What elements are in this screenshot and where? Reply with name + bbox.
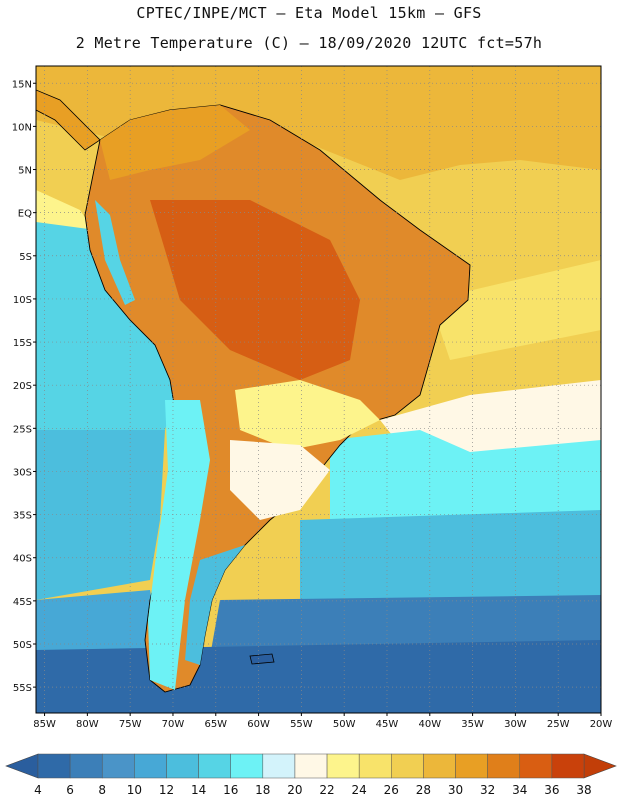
ocean-band-14-west [36, 222, 175, 430]
lat-label: EQ [18, 209, 32, 220]
lon-label: 60W [247, 719, 270, 730]
hot-core-region [150, 200, 360, 380]
colorbar-swatch [487, 753, 521, 779]
lon-label: 30W [504, 719, 527, 730]
colorbar: 4 6 8 10 12 14 16 18 20 22 24 26 28 30 32 34 36 38 [5, 753, 617, 797]
lon-label: 85W [33, 719, 56, 730]
colorbar-swatch [358, 753, 392, 779]
lon-label: 75W [119, 719, 142, 730]
colorbar-swatch [37, 753, 71, 779]
colorbar-swatch [69, 753, 103, 779]
colorbar-label: 6 [66, 783, 74, 797]
map-frame [35, 65, 602, 714]
colorbar-label: 14 [191, 783, 206, 797]
colorbar-swatch [262, 753, 296, 779]
colorbar-label: 24 [352, 783, 367, 797]
patagonia-region [185, 545, 245, 665]
colorbar-label: 4 [34, 783, 42, 797]
lat-label: 5S [19, 252, 32, 263]
lat-label: 15S [13, 338, 32, 349]
colorbar-label: 10 [127, 783, 142, 797]
central-america [36, 89, 101, 151]
colorbar-swatch [166, 753, 199, 779]
colorbar-label: 12 [159, 783, 174, 797]
lon-label: 65W [204, 719, 227, 730]
lat-label: 50S [13, 640, 32, 651]
lat-label: 55S [13, 683, 32, 694]
colorbar-label: 22 [319, 783, 334, 797]
lat-label: 25S [13, 424, 32, 435]
northern-andes-cold [95, 200, 135, 305]
colorbar-label: 38 [576, 783, 591, 797]
lon-label: 35W [461, 719, 484, 730]
colorbar-label: 32 [480, 783, 495, 797]
andes-cold-strip [148, 400, 210, 690]
colorbar-label: 30 [448, 783, 463, 797]
lon-label: 45W [376, 719, 399, 730]
lon-label: 25W [547, 719, 570, 730]
colorbar-swatch [134, 753, 167, 779]
colorbar-swatch [519, 753, 553, 779]
colorbar-swatch [101, 753, 135, 779]
northern-coast-region [100, 105, 250, 180]
longitude-labels: 85W 80W 75W 70W 65W 60W 55W 50W 45W 40W 35W 30W 25W 2… [33, 713, 612, 730]
colorbar-high-arrow [583, 753, 617, 779]
lon-label: 20W [590, 719, 613, 730]
colorbar-label: 16 [223, 783, 238, 797]
lat-label: 15N [12, 79, 32, 90]
colorbar-label: 18 [255, 783, 270, 797]
lat-label: 40S [13, 554, 32, 565]
colorbar-label: 36 [544, 783, 559, 797]
colorbar-label: 26 [384, 783, 399, 797]
lon-label: 40W [418, 719, 441, 730]
falkland-islands [249, 653, 275, 665]
lon-label: 70W [162, 719, 185, 730]
colorbar-swatch [230, 753, 264, 779]
colorbar-swatch [326, 753, 360, 779]
southeast-mild-region [235, 380, 380, 450]
colorbar-swatch [294, 753, 328, 779]
colorbar-label: 34 [512, 783, 527, 797]
lat-label: 30S [13, 467, 32, 478]
ocean-band-30 [36, 66, 601, 180]
colorbar-swatch [455, 753, 488, 779]
title-line-2: 2 Metre Temperature (C) – 18/09/2020 12U… [75, 34, 543, 52]
title-line-1: CPTEC/INPE/MCT – Eta Model 15km – GFS [136, 4, 482, 22]
map-field [36, 66, 601, 713]
colorbar-label: 28 [416, 783, 431, 797]
ocean-band-4 [36, 640, 601, 713]
lat-label: 45S [13, 597, 32, 608]
lat-label: 5N [18, 166, 32, 177]
colorbar-label: 8 [98, 783, 106, 797]
lat-label: 35S [13, 511, 32, 522]
lon-label: 50W [333, 719, 356, 730]
ocean-band-12-east [300, 510, 601, 600]
lat-label: 10N [12, 122, 32, 133]
pampas-mild-region [230, 440, 330, 520]
temperature-map: 15N 10N 5N EQ 5S 10S 15S 20S 25S 30S 35S 40S 45S 50S 5… [12, 65, 612, 730]
colorbar-low-arrow [5, 753, 39, 779]
colorbar-swatch [198, 753, 231, 779]
colorbar-swatch [551, 753, 585, 779]
colorbar-swatch [423, 753, 456, 779]
latitude-labels: 15N 10N 5N EQ 5S 10S 15S 20S 25S 30S 35S 40S 45S 50S 5… [12, 79, 36, 694]
colorbar-swatch [391, 753, 424, 779]
lon-label: 80W [76, 719, 99, 730]
lon-label: 55W [290, 719, 313, 730]
lat-label: 10S [13, 295, 32, 306]
lat-label: 20S [13, 381, 32, 392]
colorbar-label: 20 [287, 783, 302, 797]
ocean-band-12-west [36, 430, 165, 600]
